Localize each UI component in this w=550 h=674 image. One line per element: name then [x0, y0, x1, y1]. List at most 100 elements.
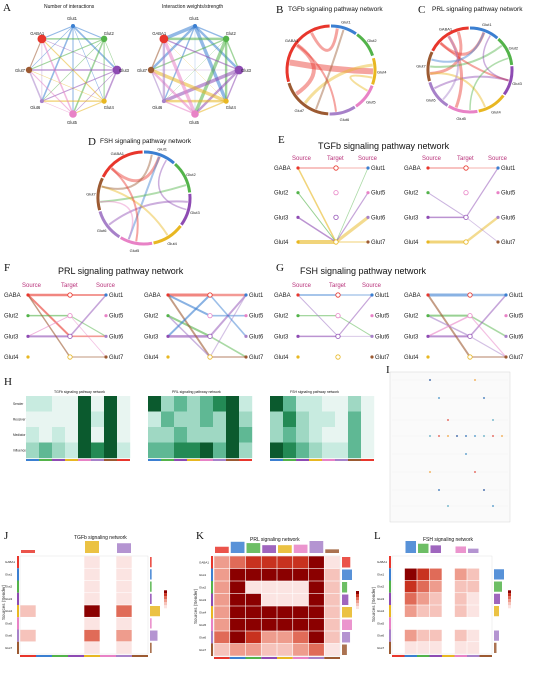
panel-h-tgfb-cell — [91, 427, 105, 443]
panel-k-right-bar — [342, 594, 349, 605]
panel-l-cell — [429, 580, 442, 593]
panel-e-left-right-node-glut7 — [366, 240, 370, 244]
panel-a-left-label-glut7: Glut7 — [15, 68, 26, 73]
panel-d-label-glut5: Glut5 — [130, 248, 140, 253]
panel-b-link — [289, 59, 374, 75]
panel-d-link — [127, 156, 161, 240]
panel-h-tgfb-col-bar — [52, 459, 65, 461]
panel-g-right-left-node-glut3 — [426, 334, 430, 338]
panel-l-cell — [454, 605, 467, 617]
panel-d-title: FSH signaling pathway network — [100, 138, 192, 145]
panel-h-prl-col-bar — [226, 459, 239, 461]
panel-l-cell — [429, 605, 442, 617]
panel-g-left-target-node — [335, 313, 341, 319]
panel-h-tgfb-cell — [104, 396, 118, 412]
panel-a-right-label-glut6: Glut6 — [152, 105, 163, 110]
panel-j-col-bar — [116, 655, 132, 657]
panel-k-cell — [214, 618, 230, 631]
panel-l-row-label: GABA1 — [377, 560, 387, 564]
panel-l-colorbar — [508, 596, 511, 600]
panel-g-left-left-label-gaba: GABA — [274, 293, 291, 299]
panel-a-right-label-glut7: Glut7 — [137, 68, 148, 73]
panel-i-dot — [447, 419, 449, 421]
panel-l-top-bar — [405, 541, 416, 553]
panel-i-dot — [492, 505, 494, 507]
panel-a-left-label-glut3: Glut3 — [119, 68, 130, 73]
panel-h-prl-cell — [174, 396, 188, 412]
panel-f-right-right-node-glut1 — [244, 293, 248, 297]
panel-j-right-bar — [150, 569, 152, 580]
panel-e-left-edge — [335, 167, 369, 243]
panel-k-col-bar — [245, 657, 262, 659]
panel-b-sector-glut1 — [330, 24, 357, 36]
panel-h-tgfb-cell — [52, 411, 66, 428]
panel-g-left-left-node-glut4 — [296, 355, 300, 359]
panel-h-prl-cell — [239, 411, 253, 428]
panel-h-prl-cell — [187, 411, 201, 428]
panel-k-cell — [261, 556, 277, 569]
panel-a-left-node-glut6 — [39, 99, 44, 104]
panel-i-dot — [474, 471, 476, 473]
panel-f-left-right-node-glut6 — [104, 334, 108, 338]
panel-j-top-bar — [117, 543, 131, 553]
panel-c-sector-glut2 — [497, 37, 514, 66]
panel-e-right-left-label-glut4: Glut4 — [404, 240, 419, 246]
panel-l-cell — [467, 580, 480, 593]
panel-j-row-bar — [17, 556, 19, 569]
panel-k-cell — [261, 581, 277, 594]
panel-j-row-bar — [17, 605, 19, 618]
panel-k-cell — [293, 643, 309, 656]
panel-b-chord — [285, 24, 377, 116]
panel-l-row-label: Glut2 — [377, 585, 385, 589]
panel-e-right-left-label-glut2: Glut2 — [404, 191, 419, 197]
panel-f-title: PRL signaling pathway network — [58, 266, 184, 276]
panel-j-row-label: Glut2 — [5, 585, 13, 589]
panel-e-left-left-node-glut3 — [296, 215, 300, 219]
panel-l-colorbar — [508, 590, 511, 594]
panel-h-tgfb-cell — [39, 427, 53, 443]
panel-k-cell — [277, 593, 293, 606]
panel-j-right-bar — [150, 630, 158, 641]
panel-j-row-label: Glut5 — [5, 621, 13, 625]
panel-e-right-right-label-glut6: Glut6 — [501, 215, 516, 221]
panel-h-prl-cell — [148, 442, 162, 459]
panel-k-row-label: Glut1 — [199, 573, 207, 577]
panel-l-cell — [454, 580, 467, 593]
panel-a-left-network — [25, 24, 122, 118]
panel-l-col-bar — [429, 655, 442, 657]
panel-e-right-target-node — [463, 165, 469, 171]
panel-a-left-label-glut2: Glut2 — [104, 31, 115, 36]
panel-a-left-edge — [41, 38, 118, 71]
panel-h-tgfb-cell — [65, 427, 79, 443]
panel-h-prl-cell — [226, 442, 240, 459]
panel-h-prl-cell — [148, 411, 162, 428]
panel-h-fsh-cell — [322, 396, 336, 412]
panel-a-right-edge — [194, 25, 240, 71]
panel-e-left-right-label-glut7: Glut7 — [371, 240, 386, 246]
panel-k-cell — [245, 606, 261, 619]
panel-h-fsh-cell — [322, 411, 336, 428]
panel-j-row-bar — [17, 568, 19, 581]
panel-a-left-edge — [72, 69, 118, 115]
panel-k-cell — [293, 631, 309, 644]
panel-c-sector-glut1 — [469, 26, 499, 40]
panel-h-fsh-cell — [296, 442, 310, 459]
panel-k-cell — [245, 593, 261, 606]
panel-e-left-right-label-glut5: Glut5 — [371, 191, 386, 197]
panel-k-row-bar — [211, 593, 213, 606]
panel-l-col-bar — [467, 655, 480, 657]
panel-j-colorbar — [164, 605, 167, 609]
panel-e-right-right-label-glut5: Glut5 — [501, 191, 516, 197]
panel-k-top-bar — [293, 544, 308, 553]
panel-e-left-left-node-glut4 — [296, 240, 300, 244]
panel-l-col-bar — [392, 655, 405, 657]
panel-f-right-right-label-glut1: Glut1 — [249, 293, 264, 299]
panel-h-tgfb-cell — [117, 427, 131, 443]
panel-h-fsh-cell — [309, 411, 323, 428]
panel-a-left-edge — [41, 69, 118, 102]
panel-a-left-edge — [41, 38, 74, 115]
panel-b-label-gaba1: GABA1 — [285, 38, 299, 43]
panel-d-link — [110, 167, 139, 242]
panel-i-dot — [438, 397, 440, 399]
panel-l-cell — [404, 568, 417, 581]
